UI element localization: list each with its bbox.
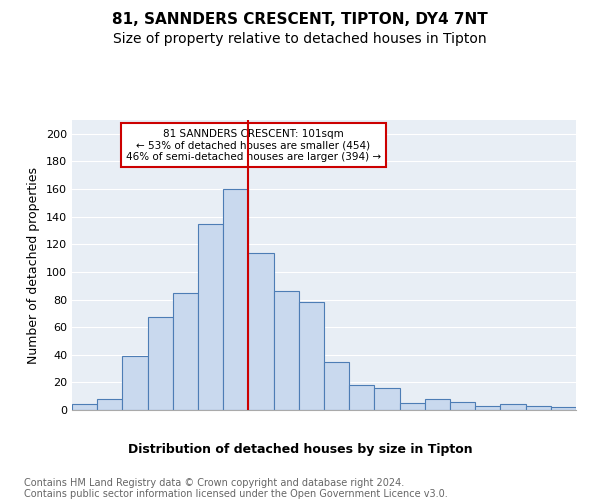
Bar bbox=[97, 399, 122, 410]
Y-axis label: Number of detached properties: Number of detached properties bbox=[28, 166, 40, 364]
Bar bbox=[274, 291, 299, 410]
Bar bbox=[526, 406, 551, 410]
Text: 81, SANNDERS CRESCENT, TIPTON, DY4 7NT: 81, SANNDERS CRESCENT, TIPTON, DY4 7NT bbox=[112, 12, 488, 28]
Bar bbox=[475, 406, 500, 410]
Bar bbox=[72, 404, 97, 410]
Bar bbox=[148, 318, 173, 410]
Bar bbox=[324, 362, 349, 410]
Bar bbox=[425, 399, 450, 410]
Bar bbox=[198, 224, 223, 410]
Bar bbox=[223, 189, 248, 410]
Bar bbox=[122, 356, 148, 410]
Bar bbox=[299, 302, 324, 410]
Bar bbox=[450, 402, 475, 410]
Bar bbox=[400, 403, 425, 410]
Bar bbox=[173, 292, 198, 410]
Text: Contains HM Land Registry data © Crown copyright and database right 2024.
Contai: Contains HM Land Registry data © Crown c… bbox=[24, 478, 448, 499]
Bar bbox=[374, 388, 400, 410]
Bar bbox=[248, 252, 274, 410]
Bar bbox=[551, 407, 576, 410]
Text: Distribution of detached houses by size in Tipton: Distribution of detached houses by size … bbox=[128, 442, 472, 456]
Text: Size of property relative to detached houses in Tipton: Size of property relative to detached ho… bbox=[113, 32, 487, 46]
Text: 81 SANNDERS CRESCENT: 101sqm
← 53% of detached houses are smaller (454)
46% of s: 81 SANNDERS CRESCENT: 101sqm ← 53% of de… bbox=[126, 128, 381, 162]
Bar bbox=[349, 385, 374, 410]
Bar bbox=[500, 404, 526, 410]
